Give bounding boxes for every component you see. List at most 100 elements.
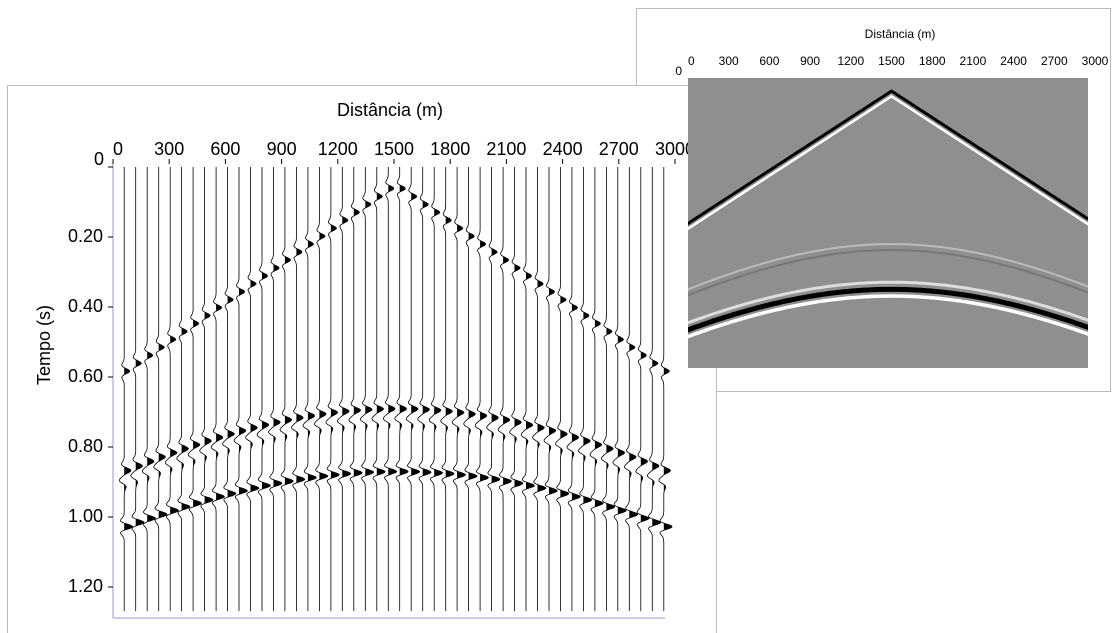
y-tick-label: 0.60 (68, 366, 103, 386)
chart-title: Distância (m) (865, 27, 936, 41)
trace (164, 167, 180, 612)
trace (245, 167, 260, 612)
trace (153, 167, 168, 612)
trace (555, 167, 570, 612)
x-tick-label: 2100 (960, 54, 987, 68)
event (688, 280, 1088, 325)
event (688, 249, 1088, 297)
trace (566, 167, 581, 612)
event (688, 94, 1088, 231)
trace (474, 167, 489, 612)
y-tick-label: 0 (94, 149, 104, 169)
trace (543, 167, 558, 612)
trace (658, 167, 673, 612)
trace (210, 167, 226, 612)
y-tick-label: 1.00 (68, 506, 103, 526)
image-background (688, 78, 1088, 368)
x-tick-label: 0 (113, 139, 123, 159)
x-tick-label: 600 (759, 54, 779, 68)
x-tick-label: 2100 (486, 139, 526, 159)
trace (612, 167, 627, 612)
y-axis-label: Tempo (s) (34, 305, 54, 385)
trace (646, 167, 661, 612)
trace-fill (583, 167, 592, 612)
trace (130, 167, 145, 612)
x-tick-label: 2400 (543, 139, 583, 159)
trace (371, 167, 386, 612)
trace (279, 167, 294, 612)
trace (383, 167, 398, 612)
trace (509, 167, 524, 612)
trace (497, 167, 512, 612)
trace (199, 167, 214, 612)
y-tick-label: 1.20 (68, 576, 103, 596)
trace (520, 167, 535, 612)
x-tick-label: 2400 (1000, 54, 1027, 68)
trace (405, 167, 421, 612)
trace (394, 167, 409, 612)
image-panel: Distância (m) 0 300 600 900 1200 1500 1800 2100 2… (675, 27, 1109, 368)
trace (291, 167, 306, 612)
x-tick-label: 3000 (1082, 54, 1109, 68)
trace (336, 167, 352, 612)
x-tick-label: 300 (154, 139, 184, 159)
trace-fill (135, 167, 144, 612)
wiggle-panel: Distância (m) Tempo (s) 0 300 600 900 1200 1500… (34, 100, 695, 619)
trace (176, 167, 191, 612)
trace (268, 167, 283, 612)
trace (359, 167, 375, 612)
trace (428, 167, 444, 612)
x-tick-label: 600 (210, 139, 240, 159)
trace-fill (652, 167, 661, 612)
trace (119, 167, 133, 612)
trace (302, 167, 317, 612)
image-events (688, 89, 1088, 339)
x-tick-label: 900 (267, 139, 297, 159)
event (688, 89, 1088, 226)
y-tick-label: 0 (675, 64, 682, 78)
trace (141, 167, 156, 612)
trace (601, 167, 616, 612)
x-tick-label: 2700 (1041, 54, 1068, 68)
trace (451, 167, 467, 612)
y-tick-label: 0.40 (68, 296, 103, 316)
trace (222, 167, 237, 612)
trace (624, 167, 639, 612)
trace (578, 167, 593, 612)
x-tick-label: 1500 (374, 139, 414, 159)
x-tick-label: 300 (719, 54, 739, 68)
trace (417, 167, 432, 612)
trace (486, 167, 501, 612)
x-tick-label: 3000 (655, 139, 695, 159)
trace-fill (353, 167, 363, 612)
trace (532, 167, 547, 612)
trace (635, 167, 650, 612)
trace (325, 167, 340, 612)
x-tick-label: 1800 (430, 139, 470, 159)
trace-fill (204, 167, 213, 612)
x-tick-label: 900 (800, 54, 820, 68)
x-tick-label: 1200 (837, 54, 864, 68)
event (688, 286, 1088, 333)
x-tick-label: 1200 (318, 139, 358, 159)
x-tick-label: 1800 (919, 54, 946, 68)
x-tick-label: 1500 (878, 54, 905, 68)
x-tick-label: 2700 (599, 139, 639, 159)
trace-fill (434, 167, 443, 612)
trace (348, 167, 363, 612)
y-tick-label: 0.20 (68, 226, 103, 246)
x-tick-label: 0 (688, 54, 695, 68)
event (688, 294, 1088, 339)
trace (589, 167, 604, 612)
chart-title: Distância (m) (337, 100, 443, 120)
left-panel-frame (7, 85, 717, 633)
y-tick-label: 0.80 (68, 436, 103, 456)
trace (463, 167, 478, 612)
trace (233, 167, 248, 612)
trace (314, 167, 329, 612)
trace (440, 167, 455, 612)
trace (256, 167, 271, 612)
event (688, 243, 1088, 291)
trace (187, 167, 203, 612)
